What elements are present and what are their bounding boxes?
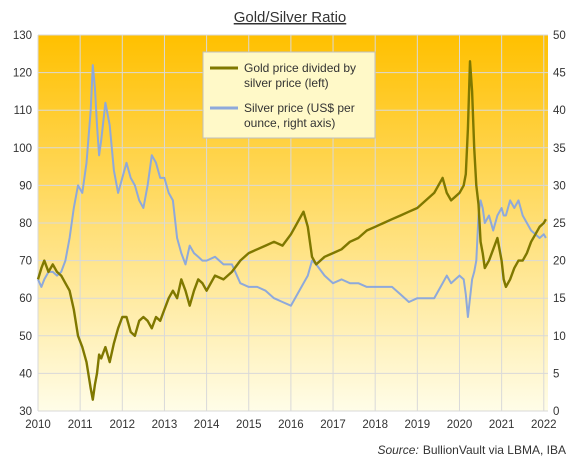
x-tick-label: 2015 (236, 419, 262, 431)
x-tick-label: 2014 (194, 419, 220, 431)
right-tick-label: 0 (553, 406, 559, 418)
gold-ratio-line (36, 60, 547, 401)
x-tick-label: 2016 (278, 419, 304, 431)
left-tick-label: 80 (19, 218, 32, 230)
left-tick-label: 30 (19, 406, 32, 418)
series-layer (36, 60, 547, 401)
x-tick-label: 2012 (110, 419, 136, 431)
right-axis: 0 5 10 15 20 25 30 35 40 45 50 (553, 30, 566, 418)
legend-box (202, 51, 376, 139)
left-tick-label: 40 (19, 368, 32, 380)
left-tick-label: 60 (19, 293, 32, 305)
right-tick-label: 15 (553, 293, 566, 305)
right-tick-label: 40 (553, 105, 566, 117)
legend-gold-ratio-label: Gold price divided by silver price (left) (244, 61, 356, 90)
right-tick-label: 35 (553, 143, 566, 155)
right-tick-label: 10 (553, 331, 566, 343)
left-tick-label: 90 (19, 180, 32, 192)
source-label: Source: (377, 443, 418, 457)
right-tick-label: 50 (553, 30, 566, 42)
left-tick-label: 130 (13, 30, 32, 42)
source-text: BullionVault via LBMA, IBA (423, 443, 566, 457)
x-tick-label: 2019 (405, 419, 431, 431)
x-tick-label: 2020 (447, 419, 473, 431)
source-note: Source: BullionVault via LBMA, IBA (377, 443, 566, 457)
x-tick-label: 2010 (25, 419, 51, 431)
right-tick-label: 5 (553, 368, 559, 380)
left-axis: 30 40 50 60 70 80 90 100 110 120 130 (13, 30, 32, 418)
right-tick-label: 25 (553, 218, 566, 230)
x-tick-label: 2017 (320, 419, 346, 431)
x-tick-label: 2013 (152, 419, 178, 431)
chart-title: Gold/Silver Ratio (234, 9, 347, 26)
left-tick-label: 70 (19, 256, 32, 268)
right-tick-label: 20 (553, 256, 566, 268)
silver-price-line (37, 64, 547, 318)
left-tick-label: 110 (14, 105, 32, 117)
left-tick-label: 50 (19, 331, 32, 343)
right-tick-label: 30 (553, 180, 566, 192)
legend: Gold price divided by silver price (left)… (202, 51, 376, 139)
x-tick-label: 2011 (68, 419, 93, 431)
left-tick-label: 100 (13, 143, 32, 155)
x-tick-label: 2018 (362, 419, 388, 431)
x-axis: 2010 2011 2012 2013 2014 2015 2016 2017 2018 2019… (25, 419, 556, 431)
left-tick-label: 120 (13, 68, 32, 80)
legend-silver-price-label: Silver price (US$ per ounce, right axis) (244, 101, 355, 130)
x-tick-label: 2022 (531, 419, 557, 431)
right-tick-label: 45 (553, 68, 566, 80)
x-tick-label: 2021 (489, 419, 515, 431)
